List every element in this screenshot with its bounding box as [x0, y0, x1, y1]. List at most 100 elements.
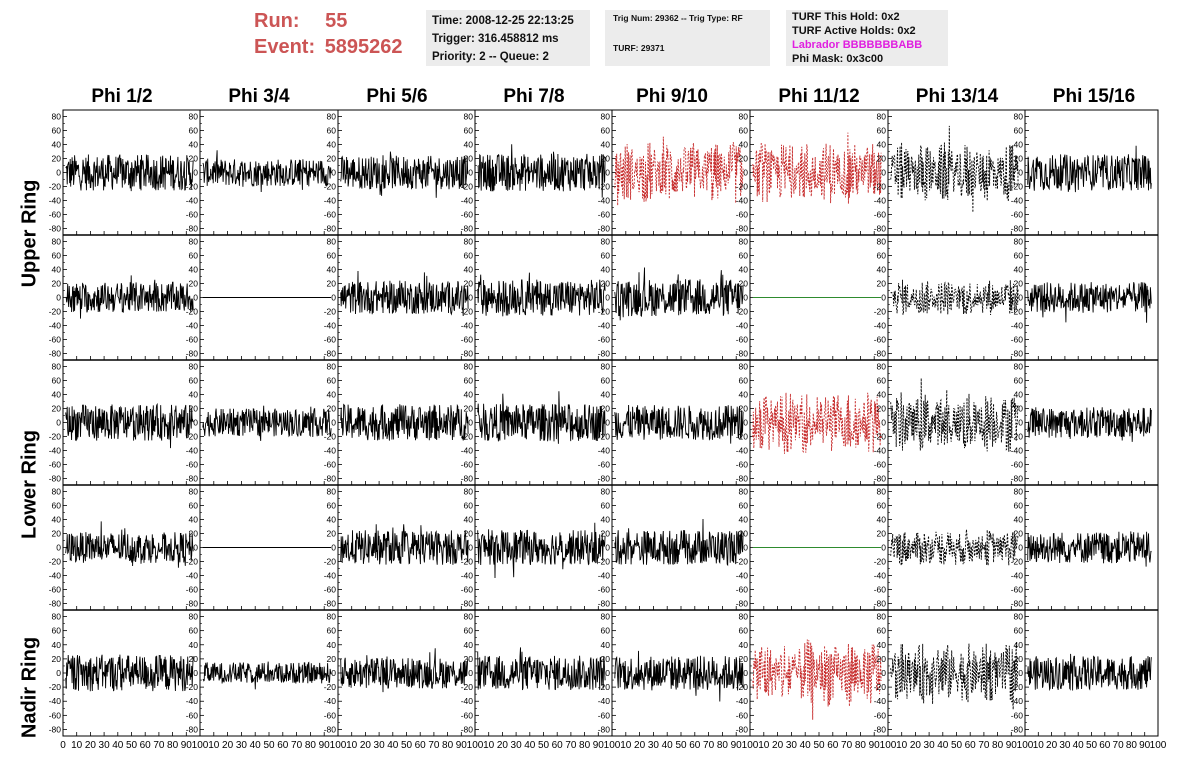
turf-this-hold-text: TURF This Hold: 0x2: [792, 11, 900, 23]
ytick-label-r3-c4: 0: [605, 543, 610, 553]
ytick-label-r1-c3: 80: [464, 237, 474, 247]
ytick-label-r4-c1: 40: [189, 640, 199, 650]
ytick-label-r1-c4: 60: [601, 251, 611, 261]
ytick-label-r3-c0: 20: [52, 529, 62, 539]
labrador-text: Labrador BBBBBBBABB: [792, 39, 923, 51]
ytick-label-r4-c0: -20: [49, 682, 62, 692]
ytick-label-r1-c7: 60: [1014, 251, 1024, 261]
ytick-label-r3-c6: -60: [874, 585, 887, 595]
ytick-label-r4-c0: 0: [56, 668, 61, 678]
ytick-label-r2-c5: -60: [736, 460, 749, 470]
ytick-label-r0-c2: 40: [327, 140, 337, 150]
column-header-phi-3-4: Phi 3/4: [228, 86, 290, 107]
ytick-label-r4-c4: 0: [605, 668, 610, 678]
ytick-label-r4-c5: 20: [739, 654, 749, 664]
xtick-label-c1: 90: [319, 740, 331, 751]
ytick-label-r4-c5: 80: [739, 612, 749, 622]
ytick-label-r0-c4: -80: [598, 224, 611, 234]
xtick-label-c3: 30: [511, 740, 523, 751]
ytick-label-r2-c4: -60: [598, 460, 611, 470]
waveform-trace-r4-c0: [65, 654, 194, 692]
ytick-label-r3-c4: 60: [601, 501, 611, 511]
xtick-label-c2: 100: [467, 740, 484, 751]
waveform-trace-r1-c2: [340, 270, 469, 317]
ytick-label-r0-c1: -60: [186, 210, 199, 220]
trig-info-panel: Trig Num: 29362 -- Trig Type: RF TURF: 2…: [605, 10, 770, 66]
xtick-label-c5: 100: [880, 740, 897, 751]
ytick-label-r0-c5: 0: [743, 168, 748, 178]
ytick-label-r4-c2: 0: [331, 668, 336, 678]
ytick-label-r0-c3: -20: [461, 182, 474, 192]
ytick-label-r1-c2: 20: [327, 279, 337, 289]
waveform-trace-r4-c2: [340, 648, 469, 693]
ytick-label-r2-c6: -40: [874, 446, 887, 456]
ytick-label-r1-c4: -20: [598, 307, 611, 317]
ytick-label-r3-c4: 20: [601, 529, 611, 539]
ytick-label-r2-c6: -80: [874, 474, 887, 484]
ytick-label-r4-c7: 20: [1014, 654, 1024, 664]
ytick-label-r0-c4: -40: [598, 196, 611, 206]
xtick-label-c0: 100: [192, 740, 209, 751]
waveform-trace-r2-c5: [752, 392, 882, 454]
ytick-label-r4-c3: -80: [461, 724, 474, 734]
ytick-label-r3-c1: -20: [186, 557, 199, 567]
ytick-label-r3-c1: 80: [189, 487, 199, 497]
ytick-label-r0-c1: 80: [189, 112, 199, 122]
ytick-label-r4-c3: 60: [464, 626, 474, 636]
ytick-label-r1-c3: -20: [461, 307, 474, 317]
ytick-label-r0-c0: 80: [52, 112, 62, 122]
ytick-label-r3-c4: -80: [598, 599, 611, 609]
ytick-label-r1-c7: 0: [1018, 293, 1023, 303]
xtick-label-c1: 100: [330, 740, 347, 751]
ytick-label-r0-c0: -60: [49, 210, 62, 220]
ytick-label-r4-c6: -40: [874, 696, 887, 706]
ytick-label-r2-c4: 80: [601, 362, 611, 372]
waveform-trace-r0-c1: [202, 150, 332, 193]
ytick-label-r3-c5: -20: [736, 557, 749, 567]
ytick-label-r1-c7: -20: [1011, 307, 1024, 317]
ytick-label-r4-c3: -20: [461, 682, 474, 692]
ytick-label-r2-c7: -20: [1011, 432, 1024, 442]
xtick-label-c6: 80: [992, 740, 1004, 751]
ytick-label-r1-c2: -40: [324, 321, 337, 331]
ytick-label-r2-c3: 80: [464, 362, 474, 372]
xtick-label-c7: 50: [1086, 740, 1098, 751]
xtick-label-c0: 30: [99, 740, 111, 751]
ytick-label-r2-c2: 80: [327, 362, 337, 372]
ytick-label-r0-c0: 20: [52, 154, 62, 164]
ytick-label-r3-c2: 40: [327, 515, 337, 525]
waveform-trace-r1-c3: [477, 272, 606, 317]
ytick-label-r0-c5: -40: [736, 196, 749, 206]
priority-text: Priority: 2 -- Queue: 2: [432, 51, 549, 63]
ytick-label-r0-c7: -60: [1011, 210, 1024, 220]
ytick-label-r1-c2: 80: [327, 237, 337, 247]
waveform-trace-r2-c3: [477, 391, 606, 444]
ytick-label-r3-c7: -80: [1011, 599, 1024, 609]
ytick-label-r0-c6: 20: [877, 154, 887, 164]
ytick-label-r1-c0: -40: [49, 321, 62, 331]
column-header-phi-15-16: Phi 15/16: [1052, 86, 1136, 107]
ytick-label-r4-c7: -60: [1011, 710, 1024, 720]
waveform-trace-r2-c1: [202, 405, 332, 441]
ytick-label-r4-c7: -20: [1011, 682, 1024, 692]
ytick-label-r2-c1: -20: [186, 432, 199, 442]
ytick-label-r3-c3: -20: [461, 557, 474, 567]
waveform-trace-r0-c3: [477, 144, 606, 198]
ytick-label-r0-c2: -80: [324, 224, 337, 234]
ytick-label-r2-c2: -20: [324, 432, 337, 442]
ytick-label-r1-c2: 40: [327, 265, 337, 275]
ytick-label-r0-c6: 60: [877, 126, 887, 136]
ytick-label-r4-c7: 60: [1014, 626, 1024, 636]
xtick-label-c3: 80: [579, 740, 591, 751]
xtick-label-c7: 20: [1046, 740, 1058, 751]
waveform-trace-r0-c0: [65, 154, 194, 192]
ytick-label-r4-c5: 60: [739, 626, 749, 636]
ytick-label-r1-c1: 0: [193, 293, 198, 303]
xtick-label-c0: 50: [126, 740, 138, 751]
ytick-label-r2-c7: 60: [1014, 376, 1024, 386]
event-row: Event: 5895262: [254, 34, 403, 60]
ytick-label-r0-c7: 40: [1014, 140, 1024, 150]
xtick-label-c2: 90: [456, 740, 468, 751]
ytick-label-r1-c7: 40: [1014, 265, 1024, 275]
waveform-trace-r1-c7: [1027, 282, 1152, 323]
